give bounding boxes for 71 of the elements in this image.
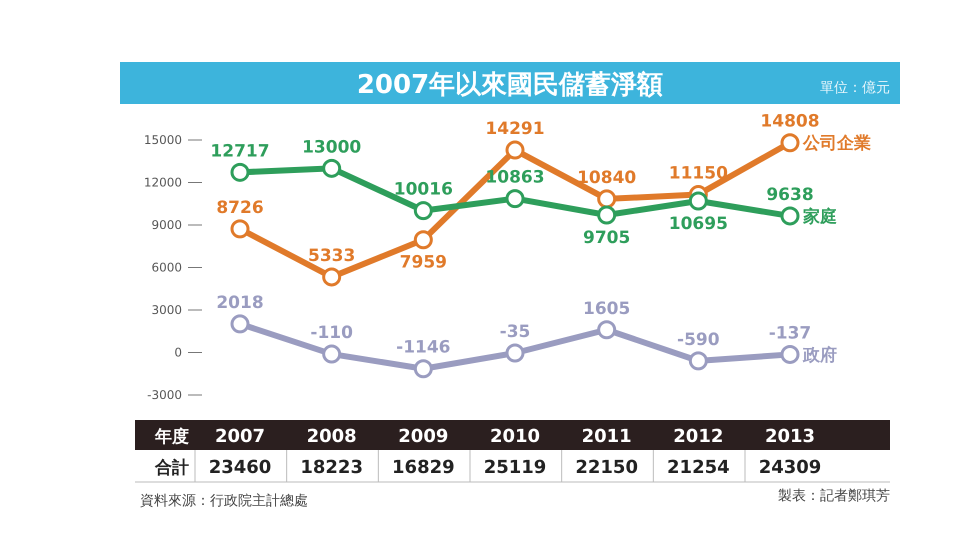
point [322,344,342,364]
point [506,140,524,160]
data-label: 14808 [760,112,820,132]
data-label: -590 [677,330,720,350]
y-tick-label: 0 [174,346,182,360]
x-tick-label: 2011 [582,426,632,447]
text: 25119 [484,457,546,478]
point [506,189,524,208]
point [230,162,250,182]
data-label: -1146 [396,338,451,358]
data-label: 1605 [583,298,630,319]
data-label: 2018 [216,292,264,313]
point [780,344,800,364]
data-label: 8726 [216,198,264,218]
point [597,189,616,208]
text: 22150 [575,457,638,478]
data-label: 11150 [668,164,728,184]
x-tick-label: 2009 [398,426,448,447]
data-label: 10863 [485,168,545,188]
point [322,158,342,178]
data-label: 13000 [302,137,362,158]
x-tick-label: 2007 [214,426,266,447]
x-tick-label: 2008 [306,426,357,447]
source-note: 資料來源：行政院主計總處 [140,493,308,509]
series-label: 公司企業 [802,134,871,154]
point [230,219,250,238]
text: 年度 [154,427,189,447]
y-tick-label: 12000 [144,176,182,190]
data-label: 12717 [210,141,270,162]
text: 16829 [392,457,455,478]
data-label: 10695 [668,214,728,234]
x-tick-label: 2013 [764,426,816,447]
point [414,359,433,378]
y-tick-label: 6000 [151,260,182,274]
series-label: 家庭 [802,206,837,227]
data-label: 9705 [583,228,630,248]
x-tick-label: 2010 [490,426,540,447]
y-tick-label: -3000 [147,388,182,402]
chart-title: 2007年以來國民儲蓄淨額 [356,70,664,100]
point [780,133,800,152]
y-tick-label: 15000 [144,133,182,147]
point [597,206,616,225]
text: 21254 [667,457,730,478]
data-label: 7959 [400,252,447,273]
data-label: -137 [768,323,812,344]
text: 製表：記者鄭琪芳 [778,488,890,504]
data-label: 10840 [577,168,636,188]
text: 18223 [300,457,363,478]
data-label: 10016 [394,180,453,200]
series-label: 政府 [802,345,837,366]
point [414,230,433,250]
data-label: 9638 [766,184,814,205]
data-label: -110 [310,323,354,344]
point [414,201,433,220]
text: 24309 [758,457,822,478]
x-tick-label: 2012 [673,426,724,447]
point [506,343,524,362]
data-label: -35 [500,322,530,342]
point [688,191,708,210]
y-tick-label: 9000 [151,218,182,232]
data-label: 14291 [485,119,545,140]
point [780,206,800,226]
y-tick-label: 3000 [151,303,182,317]
text: 合計 [154,458,189,478]
point [597,320,616,340]
point [322,267,342,286]
point [230,314,250,334]
text: 單位：億元 [820,80,890,96]
text: 23460 [208,457,272,478]
point [688,351,708,370]
data-label: 5333 [308,246,356,266]
